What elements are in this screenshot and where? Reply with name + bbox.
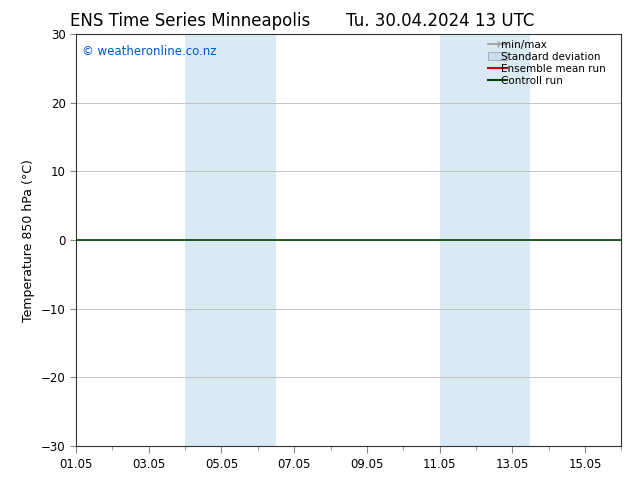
Bar bbox=[439, 34, 531, 446]
Text: © weatheronline.co.nz: © weatheronline.co.nz bbox=[82, 45, 216, 58]
Bar bbox=[185, 34, 276, 446]
Text: Tu. 30.04.2024 13 UTC: Tu. 30.04.2024 13 UTC bbox=[346, 12, 535, 30]
Legend: min/max, Standard deviation, Ensemble mean run, Controll run: min/max, Standard deviation, Ensemble me… bbox=[485, 36, 619, 89]
Y-axis label: Temperature 850 hPa (°C): Temperature 850 hPa (°C) bbox=[22, 159, 36, 321]
Text: ENS Time Series Minneapolis: ENS Time Series Minneapolis bbox=[70, 12, 310, 30]
